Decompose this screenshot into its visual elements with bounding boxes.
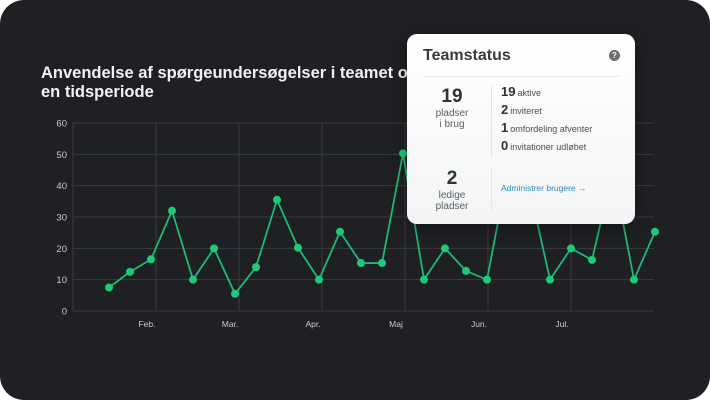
data-point xyxy=(630,275,638,284)
teamstatus-card: Teamstatus ? 19 pladser i brug 2 ledige … xyxy=(407,34,635,224)
data-point xyxy=(336,227,344,236)
data-point xyxy=(420,275,428,284)
y-tick-label: 20 xyxy=(56,244,67,255)
data-point xyxy=(210,244,218,253)
x-tick-label: Apr. xyxy=(305,319,320,329)
x-tick-label: Maj xyxy=(389,319,403,329)
divider xyxy=(491,86,492,158)
data-point xyxy=(189,275,197,284)
y-tick-label: 30 xyxy=(56,213,67,224)
seats-free: 2 ledige pladser xyxy=(435,168,469,212)
data-point xyxy=(588,255,596,264)
question-circle-icon[interactable]: ? xyxy=(609,50,620,61)
stat-pending: 1 omfordeling afventer xyxy=(501,120,593,135)
chart-title: Anvendelse af spørgeundersøgelser i team… xyxy=(41,64,433,101)
card-title: Teamstatus xyxy=(423,47,511,64)
y-tick-label: 50 xyxy=(56,150,67,161)
data-point xyxy=(378,259,386,268)
data-point xyxy=(399,149,407,158)
data-point xyxy=(168,206,176,215)
data-point xyxy=(441,244,449,253)
data-point xyxy=(273,195,281,204)
data-point xyxy=(357,259,365,268)
data-point xyxy=(252,263,260,272)
y-tick-label: 0 xyxy=(62,307,67,318)
data-point xyxy=(483,275,491,284)
x-tick-label: Mar. xyxy=(222,319,239,329)
stat-invited: 2 inviteret xyxy=(501,102,542,117)
seats-used: 19 pladser i brug xyxy=(435,86,469,130)
x-tick-label: Feb. xyxy=(138,319,155,329)
data-point xyxy=(126,267,134,276)
data-point xyxy=(315,275,323,284)
y-tick-label: 10 xyxy=(56,275,67,286)
x-tick-label: Jul. xyxy=(555,319,568,329)
data-point xyxy=(567,244,575,253)
divider xyxy=(491,168,492,212)
manage-users-link[interactable]: Administrer brugere → xyxy=(501,183,587,193)
data-point xyxy=(294,243,302,252)
data-point xyxy=(546,275,554,284)
data-point xyxy=(462,266,470,275)
x-tick-label: Jun. xyxy=(471,319,487,329)
data-point xyxy=(105,283,113,292)
data-point xyxy=(651,227,659,236)
stat-expired: 0 invitationer udløbet xyxy=(501,138,587,153)
y-tick-label: 40 xyxy=(56,181,67,192)
stat-active: 19 aktive xyxy=(501,84,541,99)
y-tick-label: 60 xyxy=(56,119,67,130)
divider xyxy=(423,76,619,77)
data-point xyxy=(147,255,155,264)
data-point xyxy=(231,289,239,298)
